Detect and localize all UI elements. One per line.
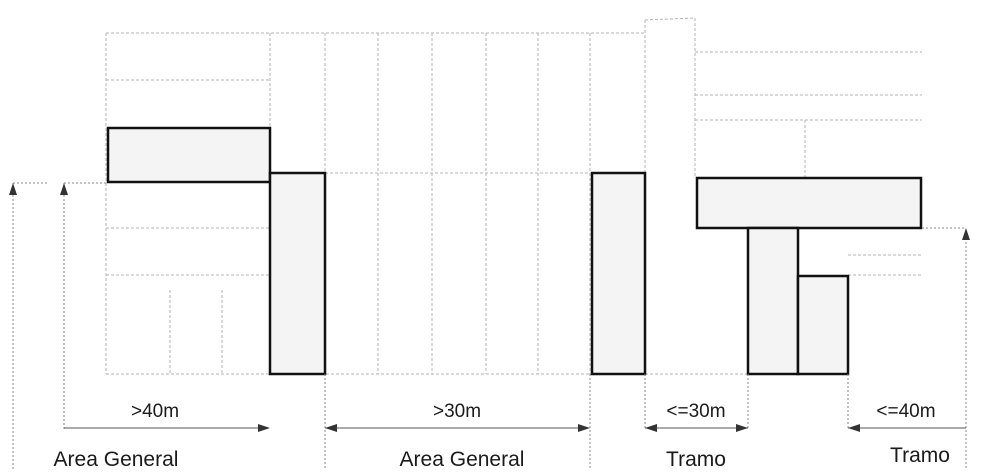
zone-label-1: Area General: [54, 448, 179, 471]
zone-label-2: Area General: [400, 448, 525, 471]
zone-label-4: Tramo: [890, 444, 950, 467]
dimension-label-1: >40m: [131, 401, 179, 422]
building-vertical-left: [268, 171, 327, 376]
arrowheads: [9, 183, 970, 240]
dimension-label-2: >30m: [433, 401, 481, 422]
arrow-up-right: [962, 228, 970, 240]
buildings: [106, 126, 923, 376]
building-small-right: [796, 274, 850, 376]
arrow-up-left: [9, 183, 17, 195]
dimension-label-3: <=30m: [666, 401, 725, 422]
zone-label-3: Tramo: [666, 448, 726, 471]
building-horizontal-right: [695, 176, 923, 230]
building-vertical-right: [746, 226, 800, 376]
building-horizontal-left: [106, 126, 272, 184]
zone-separators: [12, 182, 967, 470]
building-vertical-center: [590, 171, 647, 376]
arrow-up-left-inner: [60, 183, 68, 195]
dimension-lines: [64, 424, 966, 432]
dimension-label-4: <=40m: [876, 401, 935, 422]
